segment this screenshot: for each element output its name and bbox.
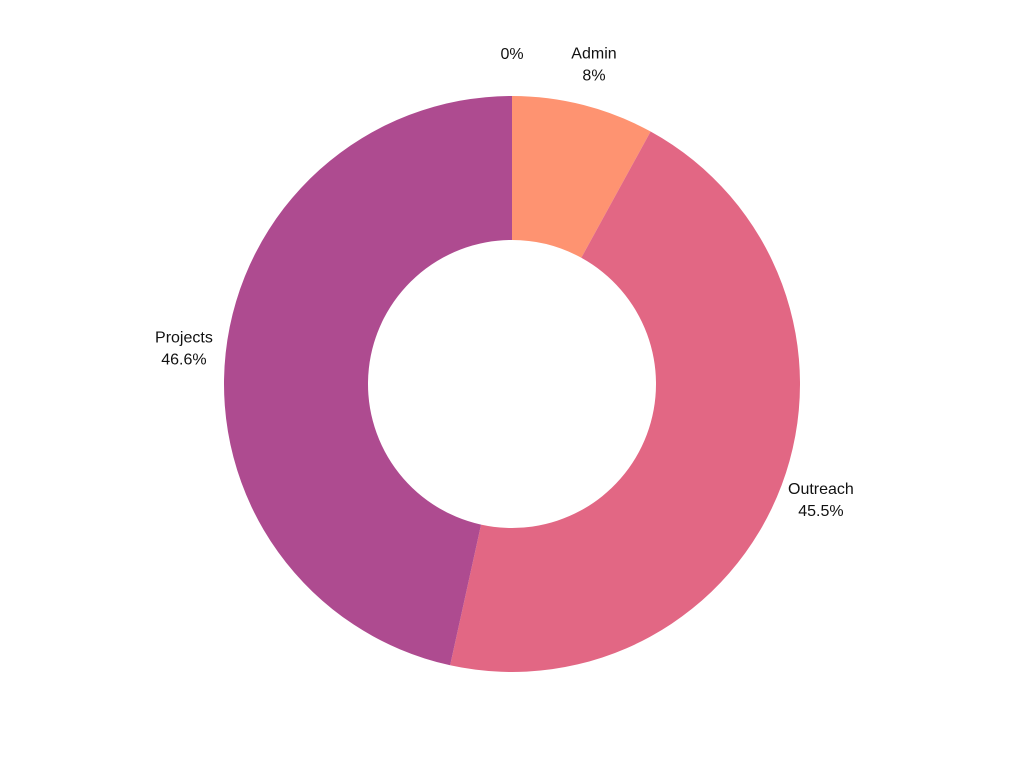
slice-outreach — [450, 131, 801, 673]
slice-label-admin: Admin 8% — [571, 45, 616, 84]
slice-labels: 0% Admin 8% Outreach 45.5% Projects 46.6% — [155, 45, 854, 520]
slice-label-outreach: Outreach 45.5% — [788, 481, 854, 520]
slice-admin — [512, 96, 651, 258]
slice-value: 45.5% — [798, 503, 843, 520]
slice-label-projects: Projects 46.6% — [155, 329, 213, 368]
donut-slices — [223, 96, 801, 673]
slice-name: Admin — [571, 45, 616, 62]
slice-name: Projects — [155, 329, 213, 346]
slice-value: 8% — [582, 67, 605, 84]
slice-name: Outreach — [788, 481, 854, 498]
slice-value: 46.6% — [161, 351, 206, 368]
slice-projects — [223, 96, 512, 666]
slice-label-empty: 0% — [500, 46, 523, 63]
slice-value: 0% — [500, 46, 523, 63]
